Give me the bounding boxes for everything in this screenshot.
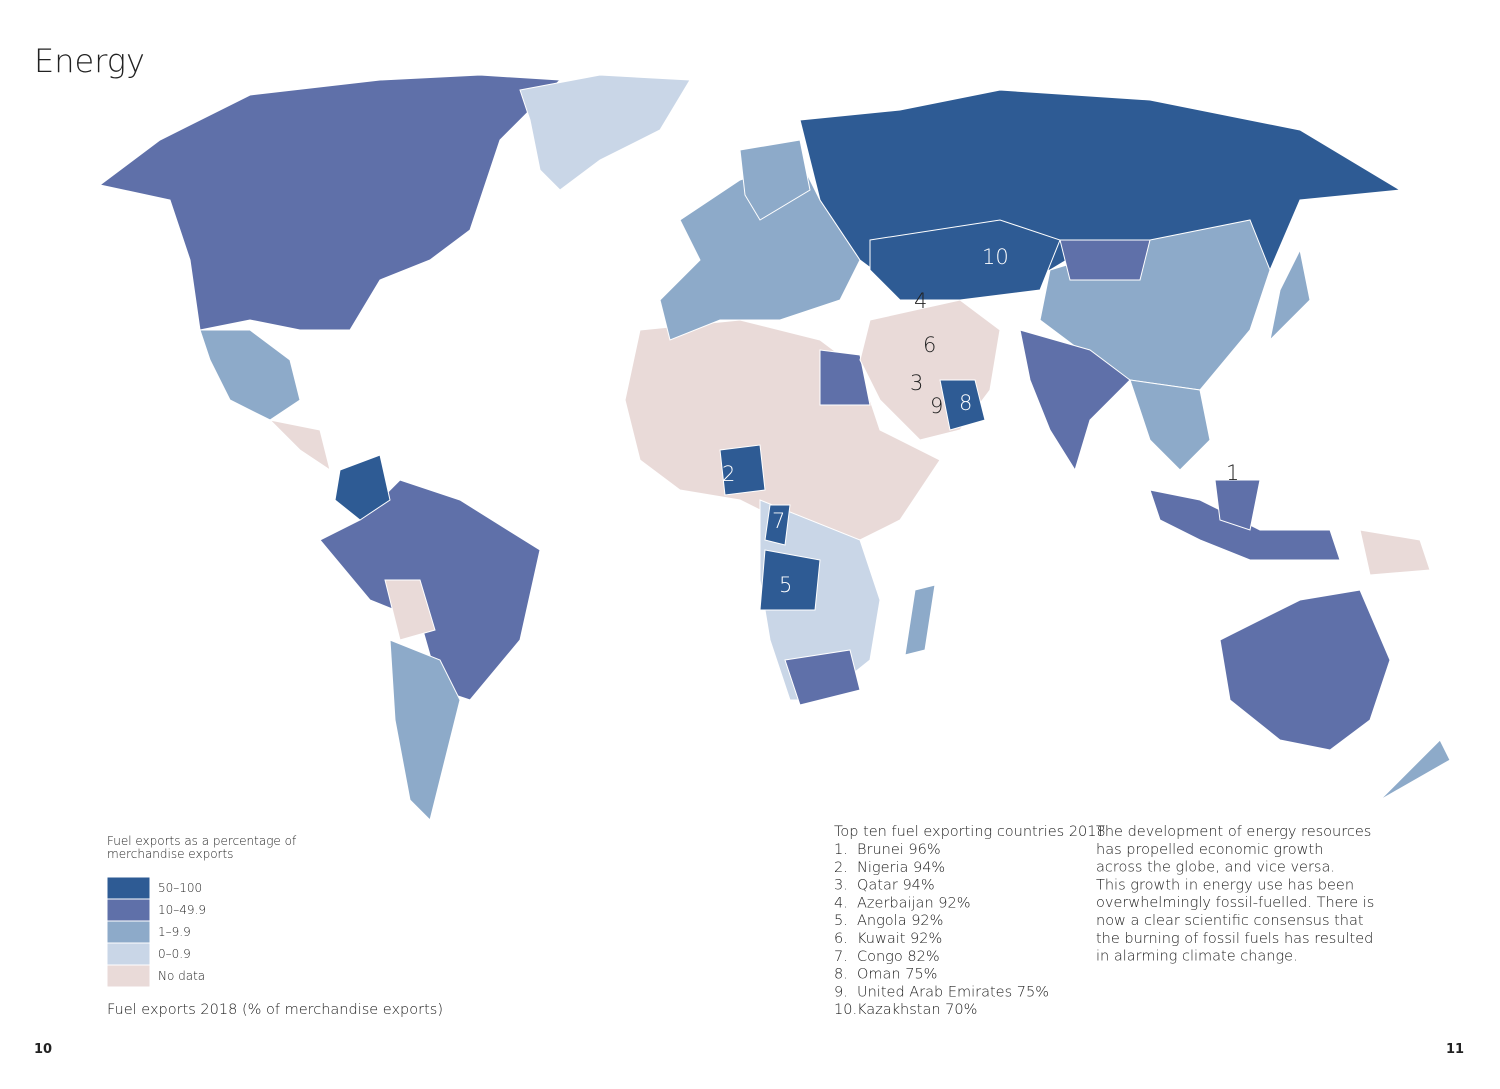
body-line: overwhelmingly fossil-fuelled. There is <box>1096 895 1374 911</box>
rank: 8. <box>834 967 848 983</box>
rank: 1. <box>834 842 848 858</box>
legend-label: No data <box>158 969 205 983</box>
papua <box>1359 529 1431 576</box>
entry: Kazakhstan 70% <box>857 1002 977 1018</box>
colombia <box>334 454 391 521</box>
body-line: The development of energy resources <box>1096 824 1371 840</box>
congo <box>764 504 791 546</box>
map-label: 3 <box>910 371 923 395</box>
rank: 6. <box>834 931 848 947</box>
page-number: 10 <box>34 1042 52 1057</box>
map-label: 6 <box>923 333 936 357</box>
legend-label: 50–100 <box>158 881 202 895</box>
legend-title: Fuel exports as a percentage of merchandi… <box>107 834 297 861</box>
japan <box>1269 248 1311 342</box>
map-label: 1 <box>1226 461 1239 485</box>
egypt <box>819 349 871 406</box>
nigeria <box>719 444 766 496</box>
entry: Oman 75% <box>857 967 937 983</box>
rank: 3. <box>834 878 848 894</box>
legend-title-line: merchandise exports <box>107 847 233 861</box>
map-label: 2 <box>722 462 735 486</box>
new-zealand <box>1379 739 1451 801</box>
legend-swatch <box>106 920 151 944</box>
rank: 4. <box>834 895 848 911</box>
map-label: 4 <box>914 289 927 313</box>
central-america <box>268 419 331 472</box>
legend-swatch <box>106 876 151 900</box>
body-line: the burning of fossil fuels has resulted <box>1096 931 1373 947</box>
madagascar <box>904 584 936 656</box>
entry: Qatar 94% <box>857 878 935 894</box>
entry: Congo 82% <box>857 949 940 965</box>
legend: Fuel exports as a percentage of merchandi… <box>106 834 297 988</box>
kazakhstan <box>869 219 1061 301</box>
entry: Kuwait 92% <box>857 931 942 947</box>
oman <box>939 379 986 431</box>
body-text: The development of energy resources has p… <box>1096 824 1374 965</box>
body-line: This growth in energy use has been <box>1096 877 1354 893</box>
australia <box>1219 589 1391 751</box>
entry: Azerbaijan 92% <box>857 895 970 911</box>
mexico <box>199 329 301 421</box>
legend-swatch <box>106 964 151 988</box>
entry: United Arab Emirates 75% <box>857 984 1049 1000</box>
map-label: 5 <box>779 573 792 597</box>
legend-label: 0–0.9 <box>158 947 191 961</box>
mongolia <box>1059 239 1151 281</box>
rank: 5. <box>834 913 848 929</box>
bolivia <box>384 579 436 641</box>
map-label: 7 <box>772 509 785 533</box>
greenland <box>519 74 691 191</box>
map-label: 10 <box>982 245 1009 269</box>
body-line: has propelled economic growth <box>1096 842 1323 858</box>
entry: Brunei 96% <box>857 842 941 858</box>
north-america <box>98 74 562 331</box>
borneo <box>1214 479 1261 531</box>
body-line: now a clear scientific consensus that <box>1096 913 1364 929</box>
world-map <box>98 74 1451 821</box>
legend-label: 10–49.9 <box>158 903 206 917</box>
top-ten-heading: Top ten fuel exporting countries 2018 <box>834 824 1106 840</box>
rank: 9. <box>834 984 848 1000</box>
rank: 7. <box>834 949 848 965</box>
angola <box>759 549 821 611</box>
entry: Nigeria 94% <box>857 860 945 876</box>
south-africa <box>784 649 861 706</box>
south-america <box>319 479 541 701</box>
body-line: across the globe, and vice versa. <box>1096 860 1335 876</box>
india <box>1019 329 1131 472</box>
legend-label: 1–9.9 <box>158 925 191 939</box>
caption: Fuel exports 2018 (% of merchandise expo… <box>107 1002 443 1018</box>
map-label: 8 <box>959 391 972 415</box>
top-ten: Top ten fuel exporting countries 2018 1.… <box>834 824 1106 1018</box>
map-label: 9 <box>930 394 943 418</box>
page-title: Energy <box>34 42 145 80</box>
legend-swatch <box>106 898 151 922</box>
scandinavia <box>739 139 811 221</box>
rank: 2. <box>834 860 848 876</box>
entry: Angola 92% <box>857 913 943 929</box>
legend-swatch <box>106 942 151 966</box>
rank: 10. <box>834 1002 857 1018</box>
page-number: 11 <box>1446 1042 1464 1057</box>
argentina <box>389 639 461 821</box>
body-line: in alarming climate change. <box>1096 949 1298 965</box>
southeast-asia <box>1129 379 1211 471</box>
